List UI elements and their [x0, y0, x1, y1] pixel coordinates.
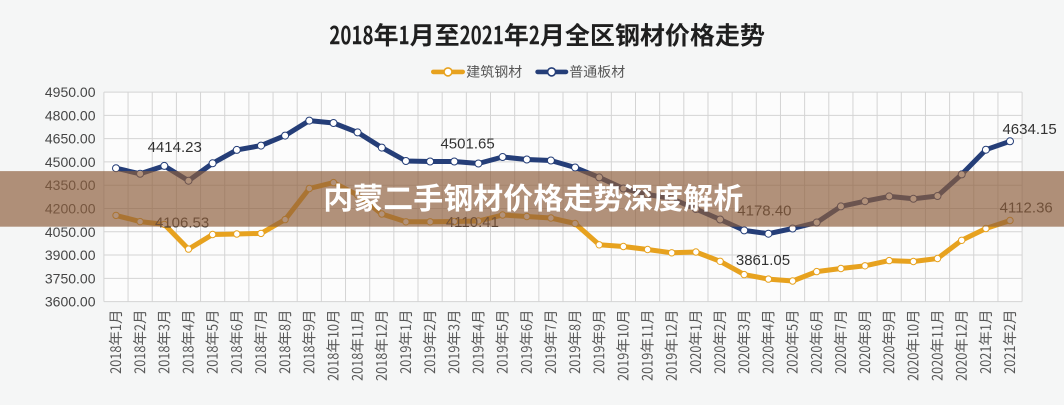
svg-text:4800.00: 4800.00	[45, 107, 96, 123]
svg-text:3600.00: 3600.00	[45, 294, 96, 310]
svg-text:4501.65: 4501.65	[440, 135, 494, 152]
svg-text:4500.00: 4500.00	[45, 154, 96, 170]
svg-text:4650.00: 4650.00	[45, 131, 96, 147]
svg-text:4050.00: 4050.00	[45, 224, 96, 240]
svg-text:3900.00: 3900.00	[45, 247, 96, 263]
svg-text:4414.23: 4414.23	[148, 139, 202, 156]
svg-text:4634.15: 4634.15	[1002, 121, 1056, 138]
svg-text:3861.05: 3861.05	[736, 252, 790, 269]
svg-text:3750.00: 3750.00	[45, 270, 96, 286]
svg-text:4950.00: 4950.00	[45, 84, 96, 100]
